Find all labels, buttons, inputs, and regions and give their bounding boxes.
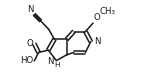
Text: O: O — [94, 13, 101, 22]
Text: CH₃: CH₃ — [99, 7, 115, 16]
Text: H: H — [54, 62, 60, 68]
Text: N: N — [27, 5, 34, 14]
Text: O: O — [27, 39, 34, 48]
Text: N: N — [94, 37, 100, 46]
Text: HO: HO — [20, 56, 34, 65]
Text: N: N — [47, 57, 53, 66]
